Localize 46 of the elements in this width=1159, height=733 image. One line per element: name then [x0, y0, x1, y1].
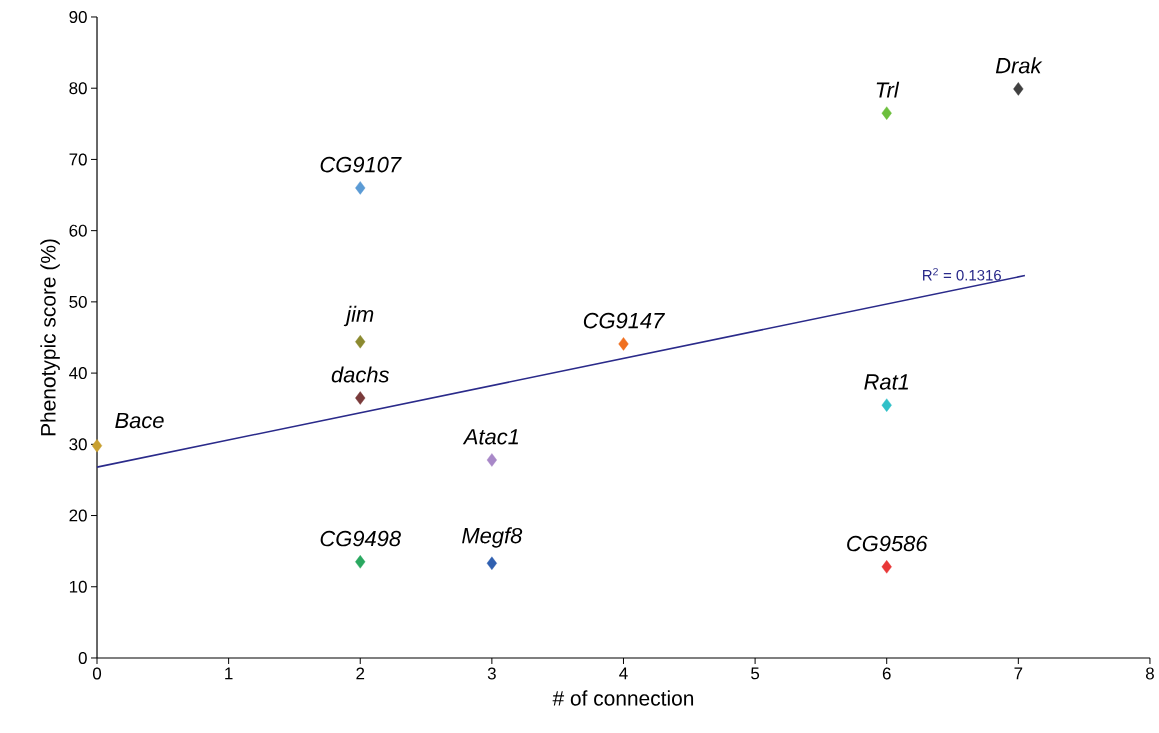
y-tick-label: 60 [69, 224, 87, 237]
y-tick-label: 30 [69, 438, 87, 451]
annotation: CG9586 [847, 535, 928, 552]
point [355, 391, 366, 405]
annotation: dachs [331, 366, 390, 383]
y-tick-label: 80 [69, 82, 87, 95]
annotation: Megf8 [462, 527, 523, 548]
y-tick-label: 0 [78, 651, 87, 664]
y-tick-label: 10 [69, 580, 87, 593]
annotation: CG9147 [583, 312, 665, 329]
y-tick-label: 50 [69, 295, 87, 308]
x-tick-label: 4 [619, 667, 628, 680]
point [881, 398, 892, 412]
point [486, 453, 497, 467]
annotation: R$^{2}$ = 0.1316 [923, 267, 1001, 281]
point [1013, 82, 1024, 96]
point [881, 560, 892, 574]
y-tick-label: 20 [69, 509, 87, 522]
x-tick-label: 5 [751, 667, 760, 680]
x-tick-label: 2 [356, 667, 365, 680]
y-tick-label: 40 [69, 367, 87, 380]
x-axis-title: # of connection [552, 690, 694, 706]
x-tick-label: 3 [487, 667, 496, 680]
annotation: jim [343, 305, 374, 327]
x-tick-label: 6 [882, 667, 891, 680]
point [486, 556, 497, 570]
y-axis-title: Phenotypic score (%) [40, 239, 60, 436]
point [881, 106, 892, 120]
point [355, 555, 366, 569]
x-tick-label: 1 [225, 667, 233, 680]
annotation: Atac1 [462, 429, 519, 445]
point [618, 337, 629, 351]
y-tick-label: 90 [69, 10, 87, 23]
y-tick-label: 70 [69, 153, 87, 166]
x-tick-label: 0 [92, 667, 102, 680]
point [355, 335, 366, 349]
annotation: Trl [876, 81, 900, 98]
annotation: CG9498 [320, 530, 401, 547]
point [91, 439, 103, 453]
x-tick-label: 7 [1014, 667, 1023, 680]
annotation: Drak [995, 57, 1043, 74]
annotation: Rat1 [864, 374, 909, 390]
point [355, 181, 366, 195]
annotation: Bace [115, 412, 164, 429]
annotation: CG9107 [320, 156, 402, 173]
x-tick-label: 8 [1145, 667, 1154, 680]
